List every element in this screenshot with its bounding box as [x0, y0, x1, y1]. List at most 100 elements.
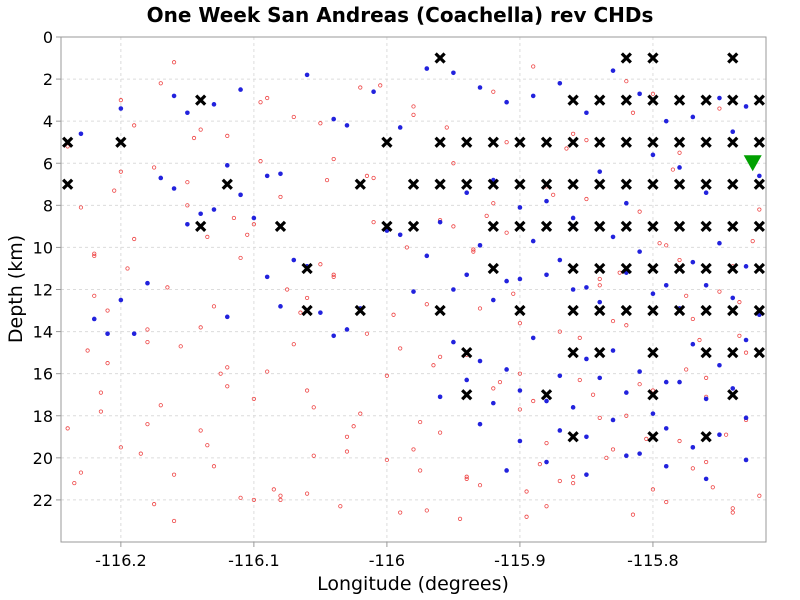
event-point-open	[364, 331, 370, 336]
event-point-open	[271, 487, 276, 492]
chd-cross-marker	[727, 346, 739, 359]
event-point-open	[65, 144, 70, 149]
event-point-filled	[504, 278, 509, 284]
event-point-open	[637, 382, 642, 387]
event-point-open	[743, 350, 749, 355]
chd-cross-marker	[727, 304, 739, 317]
event-point-filled	[530, 335, 536, 341]
event-point-open	[657, 241, 662, 246]
x-tick-label: -115.8	[627, 551, 679, 570]
event-point-open	[304, 295, 310, 301]
event-point-open	[451, 161, 456, 166]
event-point-open	[517, 407, 523, 412]
event-point-filled	[690, 341, 696, 347]
event-point-filled	[411, 289, 416, 294]
event-point-open	[697, 337, 702, 343]
event-point-open	[258, 100, 263, 105]
chd-cross-marker	[647, 262, 659, 275]
event-point-filled	[185, 221, 190, 227]
event-point-open	[571, 131, 576, 136]
event-point-open	[92, 251, 97, 256]
chd-cross-marker	[647, 94, 659, 106]
event-point-filled	[464, 190, 470, 196]
event-point-filled	[624, 390, 629, 395]
event-point-filled	[224, 314, 230, 320]
event-point-open	[723, 432, 729, 437]
event-point-open	[557, 329, 562, 334]
event-point-filled	[757, 173, 762, 179]
event-point-filled	[491, 297, 496, 303]
event-point-open	[444, 125, 449, 130]
event-point-open	[517, 371, 523, 376]
event-point-filled	[238, 87, 243, 92]
event-point-open	[358, 85, 363, 90]
event-point-filled	[477, 421, 483, 427]
event-point-open	[185, 180, 190, 185]
event-point-open	[331, 156, 336, 162]
x-tick-label: -116.1	[228, 551, 280, 570]
event-point-filled	[570, 287, 576, 292]
event-point-open	[411, 104, 416, 109]
chd-cross-marker	[487, 136, 499, 148]
event-point-filled	[610, 68, 616, 73]
chd-cross-marker	[620, 178, 632, 190]
chd-cross-marker	[647, 304, 659, 317]
chd-cross-marker	[514, 136, 526, 148]
event-point-open	[278, 493, 283, 498]
event-point-open	[178, 344, 183, 349]
event-point-open	[171, 60, 177, 65]
event-point-open	[531, 398, 536, 404]
chd-cross-marker	[673, 262, 686, 275]
event-point-open	[484, 213, 489, 218]
event-point-open	[171, 472, 177, 477]
event-point-filled	[304, 72, 310, 78]
event-point-filled	[291, 257, 297, 263]
chd-cross-marker	[647, 52, 659, 64]
event-point-open	[152, 502, 157, 507]
event-point-filled	[477, 243, 483, 248]
chd-cross-marker	[514, 220, 526, 233]
event-point-open	[650, 487, 656, 492]
event-point-filled	[78, 131, 84, 137]
event-point-open	[411, 112, 416, 117]
event-point-open	[218, 371, 223, 376]
event-point-open	[477, 483, 483, 488]
event-point-open	[684, 367, 689, 372]
chd-cross-marker	[673, 136, 686, 148]
event-point-open	[384, 373, 389, 378]
event-point-open	[597, 276, 602, 282]
y-tick-label: 10	[33, 238, 53, 257]
event-point-filled	[451, 287, 456, 292]
event-point-filled	[717, 240, 722, 246]
event-point-open	[544, 504, 549, 509]
event-point-open	[471, 247, 476, 252]
event-point-filled	[663, 379, 669, 385]
y-tick-label: 16	[33, 365, 53, 384]
event-point-filled	[637, 91, 642, 97]
event-point-open	[704, 459, 709, 465]
chd-cross-marker	[620, 262, 632, 275]
event-point-open	[677, 150, 682, 155]
event-point-open	[344, 449, 350, 454]
event-point-open	[464, 476, 469, 481]
chd-cross-marker	[461, 389, 473, 401]
event-point-filled	[344, 123, 350, 128]
x-axis-label: Longitude (degrees)	[317, 573, 509, 595]
event-point-open	[424, 302, 429, 307]
event-point-open	[404, 245, 409, 250]
event-point-open	[557, 478, 562, 484]
x-tick-label: -115.9	[494, 551, 546, 570]
event-point-open	[524, 514, 529, 519]
event-point-filled	[118, 297, 124, 303]
event-point-open	[584, 138, 589, 143]
event-point-open	[457, 516, 463, 521]
event-point-open	[624, 323, 629, 328]
event-point-open	[524, 489, 529, 494]
event-point-open	[238, 495, 243, 500]
chd-cross-marker	[700, 178, 712, 190]
event-point-open	[125, 266, 130, 271]
event-point-filled	[211, 102, 217, 107]
event-point-filled	[131, 331, 137, 336]
event-point-open	[145, 327, 150, 332]
event-point-open	[265, 95, 270, 101]
